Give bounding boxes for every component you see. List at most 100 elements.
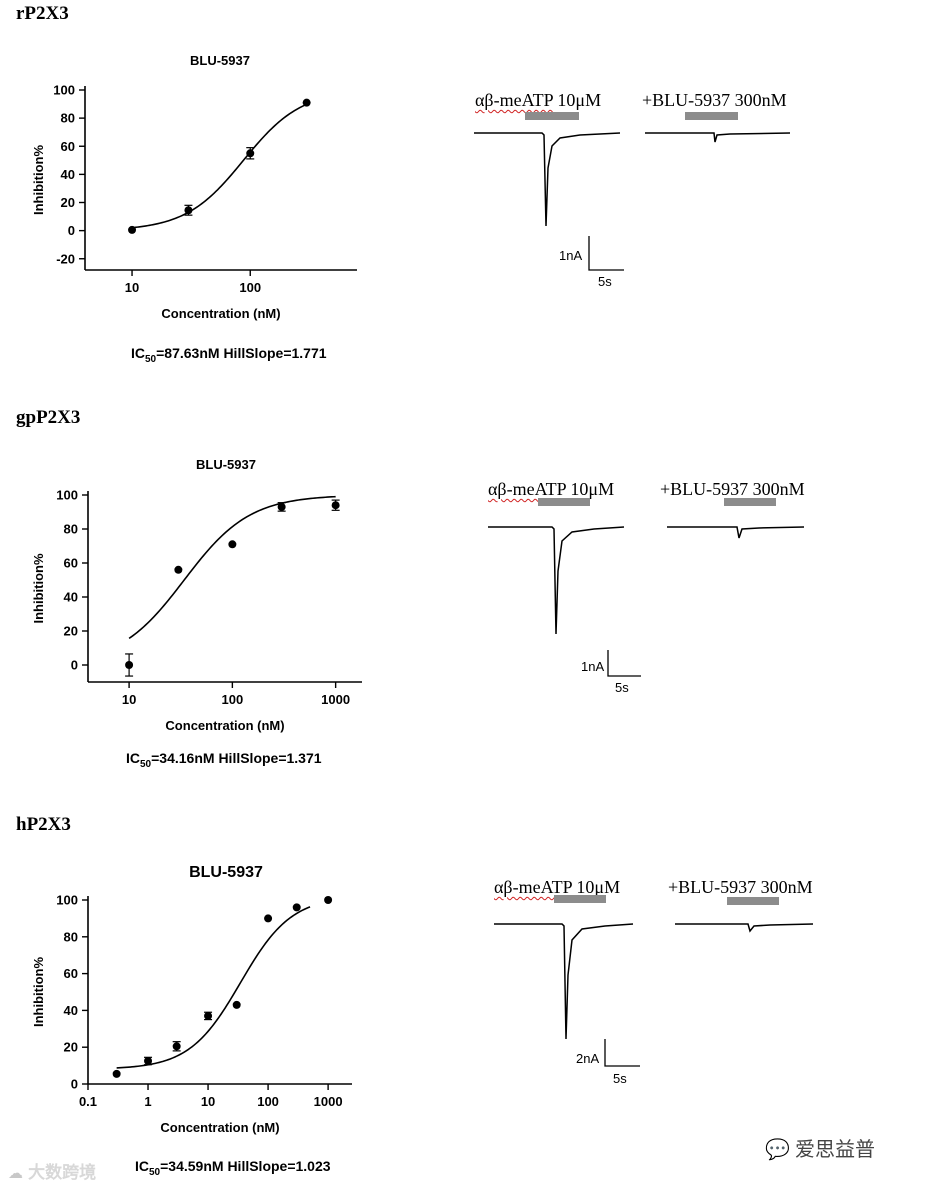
scale-time: 5s [615, 680, 629, 695]
scale-current: 1nA [581, 659, 604, 674]
x-tick-label: 0.1 [79, 1094, 97, 1109]
section-title: gpP2X3 [16, 407, 81, 428]
data-point [324, 896, 333, 904]
y-tick-label: 40 [64, 590, 78, 605]
scale-bar [607, 650, 641, 677]
data-point [232, 1000, 241, 1009]
data-point [331, 501, 340, 510]
trace-blocked [645, 132, 791, 143]
y-tick-label: 40 [64, 1003, 78, 1018]
watermark-left: ☁ 大数跨境 [8, 1163, 97, 1183]
y-axis-title: Inhibition% [31, 957, 46, 1027]
current-trace: 2nA 5s [494, 895, 814, 1086]
application-bar [724, 498, 776, 506]
y-tick-label: 20 [61, 195, 75, 210]
data-point [125, 661, 134, 669]
x-tick-label: 100 [222, 692, 244, 707]
application-bar [727, 897, 779, 905]
trace-control [494, 923, 634, 1040]
x-tick-label: 10 [122, 692, 136, 707]
data-point [112, 1069, 121, 1078]
x-tick-label: 10 [201, 1094, 215, 1109]
y-tick-label: 100 [56, 488, 78, 503]
x-tick-label: 1 [144, 1094, 151, 1109]
antagonist-label: +BLU-5937 300nM [642, 90, 787, 110]
x-tick-label: 1000 [314, 1094, 343, 1109]
scale-time: 5s [598, 274, 612, 289]
scale-bar [588, 236, 624, 271]
dose-response-chart: BLU-5937 -20 0 20 40 60 80 100 10 100 Concentratio… [31, 53, 357, 321]
application-bar [554, 895, 606, 903]
section-title: hP2X3 [16, 814, 71, 835]
x-axis-title: Concentration (nM) [160, 1120, 279, 1135]
scale-time: 5s [613, 1071, 627, 1086]
current-trace: 1nA 5s [474, 112, 791, 289]
y-tick-label: 60 [61, 139, 75, 154]
y-tick-label: 0 [71, 658, 78, 673]
agonist-label: αβ-meATP 10μM [494, 877, 621, 897]
data-point [292, 903, 301, 912]
data-point [246, 149, 255, 158]
watermark-right: 💬 爱思益普 [765, 1137, 875, 1161]
antagonist-label: +BLU-5937 300nM [668, 877, 813, 897]
data-point [228, 540, 237, 549]
y-axis-title: Inhibition% [31, 145, 46, 215]
ic50-params: IC50=87.63nM HillSlope=1.771 [131, 345, 327, 365]
trace-blocked [675, 923, 814, 933]
chart-title: BLU-5937 [196, 457, 256, 472]
y-tick-label: 40 [61, 167, 75, 182]
fit-curve [116, 906, 311, 1069]
section-gpp2x3: gpP2X3 BLU-5937 0 20 40 60 80 100 10 100 1000 Conc… [0, 400, 930, 800]
y-tick-label: 60 [64, 966, 78, 981]
y-tick-label: 20 [64, 1040, 78, 1055]
application-bar [525, 112, 579, 120]
chart-title: BLU-5937 [189, 864, 263, 881]
application-bar [685, 112, 738, 120]
section-hp2x3: hP2X3 BLU-5937 0 20 40 60 80 100 0.1 1 10 100 1000 C… [0, 805, 930, 1190]
current-trace: 1nA 5s [488, 498, 805, 695]
y-tick-label: 60 [64, 556, 78, 571]
scale-current: 1nA [559, 248, 582, 263]
antagonist-label: +BLU-5937 300nM [660, 479, 805, 499]
y-tick-label: 0 [71, 1077, 78, 1092]
logo-icon: ☁ [8, 1164, 23, 1182]
agonist-label: αβ-meATP 10μM [488, 479, 615, 499]
y-tick-label: -20 [56, 251, 75, 266]
trace-blocked [667, 526, 805, 539]
wechat-icon: 💬 [765, 1137, 790, 1161]
x-tick-label: 100 [239, 280, 261, 295]
y-tick-label: 80 [61, 111, 75, 126]
data-point [144, 1057, 153, 1065]
y-tick-label: 100 [53, 83, 75, 98]
data-point [128, 225, 137, 234]
chart-title: BLU-5937 [190, 53, 250, 68]
x-tick-label: 1000 [321, 692, 350, 707]
data-point [184, 206, 193, 215]
scale-current: 2nA [576, 1051, 599, 1066]
y-tick-label: 0 [68, 223, 75, 238]
x-tick-label: 10 [125, 280, 139, 295]
data-point [174, 565, 183, 574]
data-point [204, 1011, 213, 1020]
x-tick-label: 100 [257, 1094, 279, 1109]
y-tick-label: 80 [64, 929, 78, 944]
ic50-params: IC50=34.16nM HillSlope=1.371 [126, 750, 322, 770]
y-tick-label: 80 [64, 522, 78, 537]
section-title: rP2X3 [16, 3, 69, 24]
trace-control [488, 526, 625, 635]
ic50-params: IC50=34.59nM HillSlope=1.023 [135, 1158, 331, 1178]
dose-response-chart: BLU-5937 0 20 40 60 80 100 0.1 1 10 100 1000 Concent… [31, 864, 352, 1135]
data-point [302, 98, 311, 107]
application-bar [538, 498, 590, 506]
data-point [264, 914, 273, 923]
fit-curve [131, 103, 307, 229]
agonist-label: αβ-meATP 10μM [475, 90, 602, 110]
trace-control [474, 132, 621, 227]
y-tick-label: 20 [64, 624, 78, 639]
y-tick-label: 100 [56, 893, 78, 908]
y-axis-title: Inhibition% [31, 553, 46, 623]
x-axis-title: Concentration (nM) [165, 718, 284, 733]
data-point [277, 502, 286, 511]
data-point [172, 1042, 181, 1051]
x-axis-title: Concentration (nM) [161, 306, 280, 321]
